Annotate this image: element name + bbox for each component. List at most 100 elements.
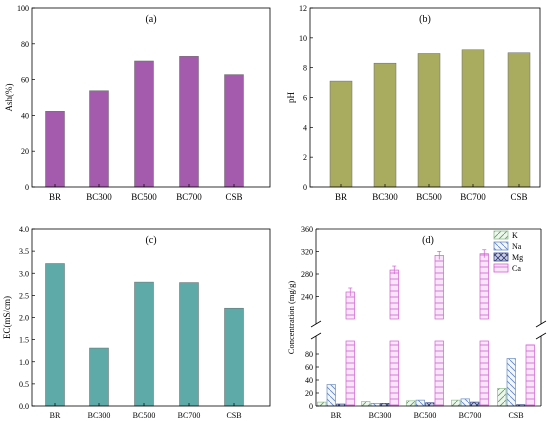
panel-d-category-label: CSB <box>508 411 523 420</box>
panel-d-bar-K-CSB <box>497 388 507 407</box>
panel-c-bar-BC300 <box>89 347 109 407</box>
panel-a-category-label: BC300 <box>86 192 112 202</box>
panel-c-ytick-label: 0.0 <box>19 402 29 411</box>
panel-b-bar-BC300 <box>373 62 397 188</box>
panel-d-bar-Ca-BR <box>345 291 355 320</box>
panel-b-bar-CSB <box>507 52 531 188</box>
panel-d-bar-K-BC500 <box>406 400 416 407</box>
panel-d-ytick-label-upper: 320 <box>301 248 313 257</box>
panel-c-ytick-label: 1.5 <box>19 336 29 345</box>
panel-d-legend-swatch-Mg <box>493 252 509 262</box>
panel-a-frame <box>31 7 271 188</box>
panel-a-bar-BC300 <box>89 90 109 188</box>
panel-c-bar-BC500 <box>134 281 154 407</box>
panel-a-bar-BC500 <box>134 60 154 188</box>
panel-c-ytick-label: 3.0 <box>19 269 29 278</box>
panel-c-ytick-label: 2.5 <box>19 291 29 300</box>
panel-a-category-label: BC700 <box>176 192 202 202</box>
panel-b-ytick-label: 6 <box>303 94 307 103</box>
panel-d-legend-label-Mg: Mg <box>512 253 523 262</box>
panel-d-bar-Ca-BC300 <box>389 269 399 320</box>
panel-b-bar-BR <box>329 80 353 188</box>
panel-d-category-label: BC700 <box>459 411 482 420</box>
panel-d-bar-K-BR <box>317 401 327 407</box>
panel-d-bar-Ca-BC700-lower <box>479 340 489 407</box>
panel-c-category-label: BC300 <box>88 411 111 420</box>
panel-b-category-label: BC500 <box>416 192 442 202</box>
panel-b-ytick-label: 8 <box>303 64 307 73</box>
panel-d-bar-Na-BR <box>326 384 336 407</box>
panel-d-bar-Na-BC700 <box>460 398 470 407</box>
panel-b-category-label: BC300 <box>372 192 398 202</box>
panel-d-category-label: BC500 <box>414 411 437 420</box>
panel-d-legend-swatch-K <box>493 230 509 240</box>
panel-d-bar-Mg-BC500 <box>425 402 435 407</box>
panel-c-bar-BR <box>45 263 65 407</box>
panel-d-ytick-label-upper: 280 <box>301 270 313 279</box>
panel-d-category-label: BR <box>331 411 342 420</box>
panel-d-ytick-label-lower: 80 <box>305 350 313 359</box>
panel-b-ytick-label: 12 <box>299 4 307 13</box>
panel-c-bar-BC700 <box>179 282 199 407</box>
panel-d-legend-label-Na: Na <box>512 242 522 251</box>
panel-b-category-label: CSB <box>510 192 527 202</box>
panel-a-ytick-label: 20 <box>21 147 29 156</box>
panel-d-bar-Ca-BC300-lower <box>389 340 399 407</box>
panel-d-bar-Ca-BC700 <box>479 253 489 320</box>
panel-d-bar-Na-BC500 <box>415 399 425 407</box>
panel-a-ylabel: Ash(%) <box>4 84 14 112</box>
panel-b-category-label: BR <box>335 192 347 202</box>
panel-d-bar-K-BC700 <box>451 399 461 407</box>
panel-d-bar-Ca-BC500 <box>434 255 444 320</box>
panel-c-ytick-label: 2.0 <box>19 314 29 323</box>
panel-d-ytick-label-upper: 360 <box>301 225 313 234</box>
panel-c-ytick-label: 3.5 <box>19 247 29 256</box>
panel-a-ytick-label: 60 <box>21 76 29 85</box>
panel-d-ytick-label-lower: 40 <box>305 376 313 385</box>
panel-d-bar-Na-CSB <box>506 358 516 407</box>
panel-c-ytick-label: 4.0 <box>19 225 29 234</box>
panel-a-ytick-label: 100 <box>17 4 29 13</box>
panel-b-ytick-label: 10 <box>299 34 307 43</box>
panel-d-label: (d) <box>422 235 434 246</box>
panel-d-ytick-label-lower: 60 <box>305 363 313 372</box>
panel-b-ytick-label: 0 <box>303 183 307 192</box>
panel-b-bar-BC700 <box>461 49 485 188</box>
panel-b-ytick-label: 2 <box>303 153 307 162</box>
panel-b-ytick-label: 4 <box>303 123 307 132</box>
panel-d-legend-swatch-Ca <box>493 263 509 273</box>
panel-d-category-label: BC300 <box>369 411 392 420</box>
panel-a-category-label: BC500 <box>131 192 157 202</box>
panel-d-ytick-label-upper: 240 <box>301 293 313 302</box>
panel-c-category-label: BC700 <box>178 411 201 420</box>
panel-d-bar-Ca-CSB <box>525 344 535 407</box>
panel-d-legend-swatch-Na <box>493 241 509 251</box>
panel-a-ytick-label: 0 <box>25 183 29 192</box>
panel-c-ytick-label: 1.0 <box>19 358 29 367</box>
panel-a-ytick-label: 80 <box>21 40 29 49</box>
panel-b-category-label: BC700 <box>460 192 486 202</box>
panel-a-bar-BR <box>45 111 65 188</box>
panel-c-ylabel: EC(mS/cm) <box>2 296 12 339</box>
panel-a-label: (a) <box>145 14 156 25</box>
panel-d-bar-Ca-BC500-lower <box>434 340 444 407</box>
panel-d-break-mark-0-b <box>310 332 322 340</box>
panel-a-category-label: BR <box>49 192 61 202</box>
panel-c-bar-CSB <box>224 307 244 407</box>
panel-c-ytick-label: 0.5 <box>19 380 29 389</box>
panel-d-bar-K-BC300 <box>361 401 371 407</box>
panel-d-break-mark-0-a <box>310 320 322 328</box>
panel-d-ylabel: Concentration (mg/g) <box>286 281 296 355</box>
panel-c-category-label: BR <box>50 411 61 420</box>
panel-c-category-label: BC500 <box>133 411 156 420</box>
panel-a-bar-BC700 <box>179 56 199 188</box>
panel-c-category-label: CSB <box>226 411 241 420</box>
panel-d-bar-Ca-BR-lower <box>345 340 355 407</box>
panel-a-ytick-label: 40 <box>21 111 29 120</box>
panel-b-label: (b) <box>419 14 431 25</box>
panel-d-break-mark-1-b <box>535 332 547 340</box>
panel-d-ytick-label-lower: 20 <box>305 389 313 398</box>
panel-b-ylabel: pH <box>286 92 296 104</box>
panel-d-bar-Mg-BC700 <box>470 401 480 407</box>
